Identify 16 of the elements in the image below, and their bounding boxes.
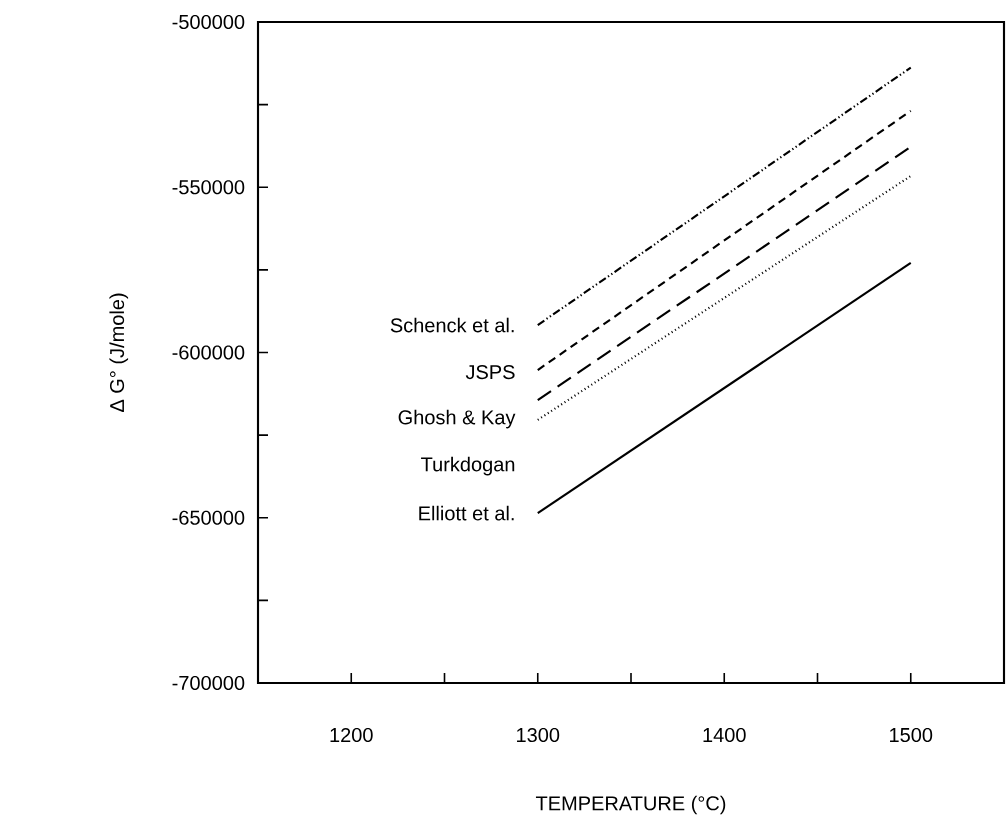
y-tick-label: -650000 <box>172 510 245 525</box>
x-tick-label: 1300 <box>517 727 560 743</box>
y-tick-label: -700000 <box>172 675 245 691</box>
x-tick-label: 1200 <box>330 727 373 743</box>
series-label: Ghosh & Kay <box>398 409 516 429</box>
text: Turkdogan <box>421 456 515 476</box>
series-label: Elliott et al. <box>419 505 514 521</box>
series-label: JSPS <box>465 364 515 380</box>
x-tick-label: 1500 <box>890 727 933 743</box>
x-axis-title: TEMPERATURE (°C) <box>535 795 726 815</box>
y-tick-label: -500000 <box>172 14 245 30</box>
y-tick-label: -600000 <box>172 345 245 360</box>
series-label: Schenck et al. <box>390 317 514 333</box>
y-axis-title: Δ G° (J/mole) <box>109 293 129 413</box>
y-tick-label: -550000 <box>172 180 245 195</box>
x-tick-label: 1400 <box>703 727 746 743</box>
